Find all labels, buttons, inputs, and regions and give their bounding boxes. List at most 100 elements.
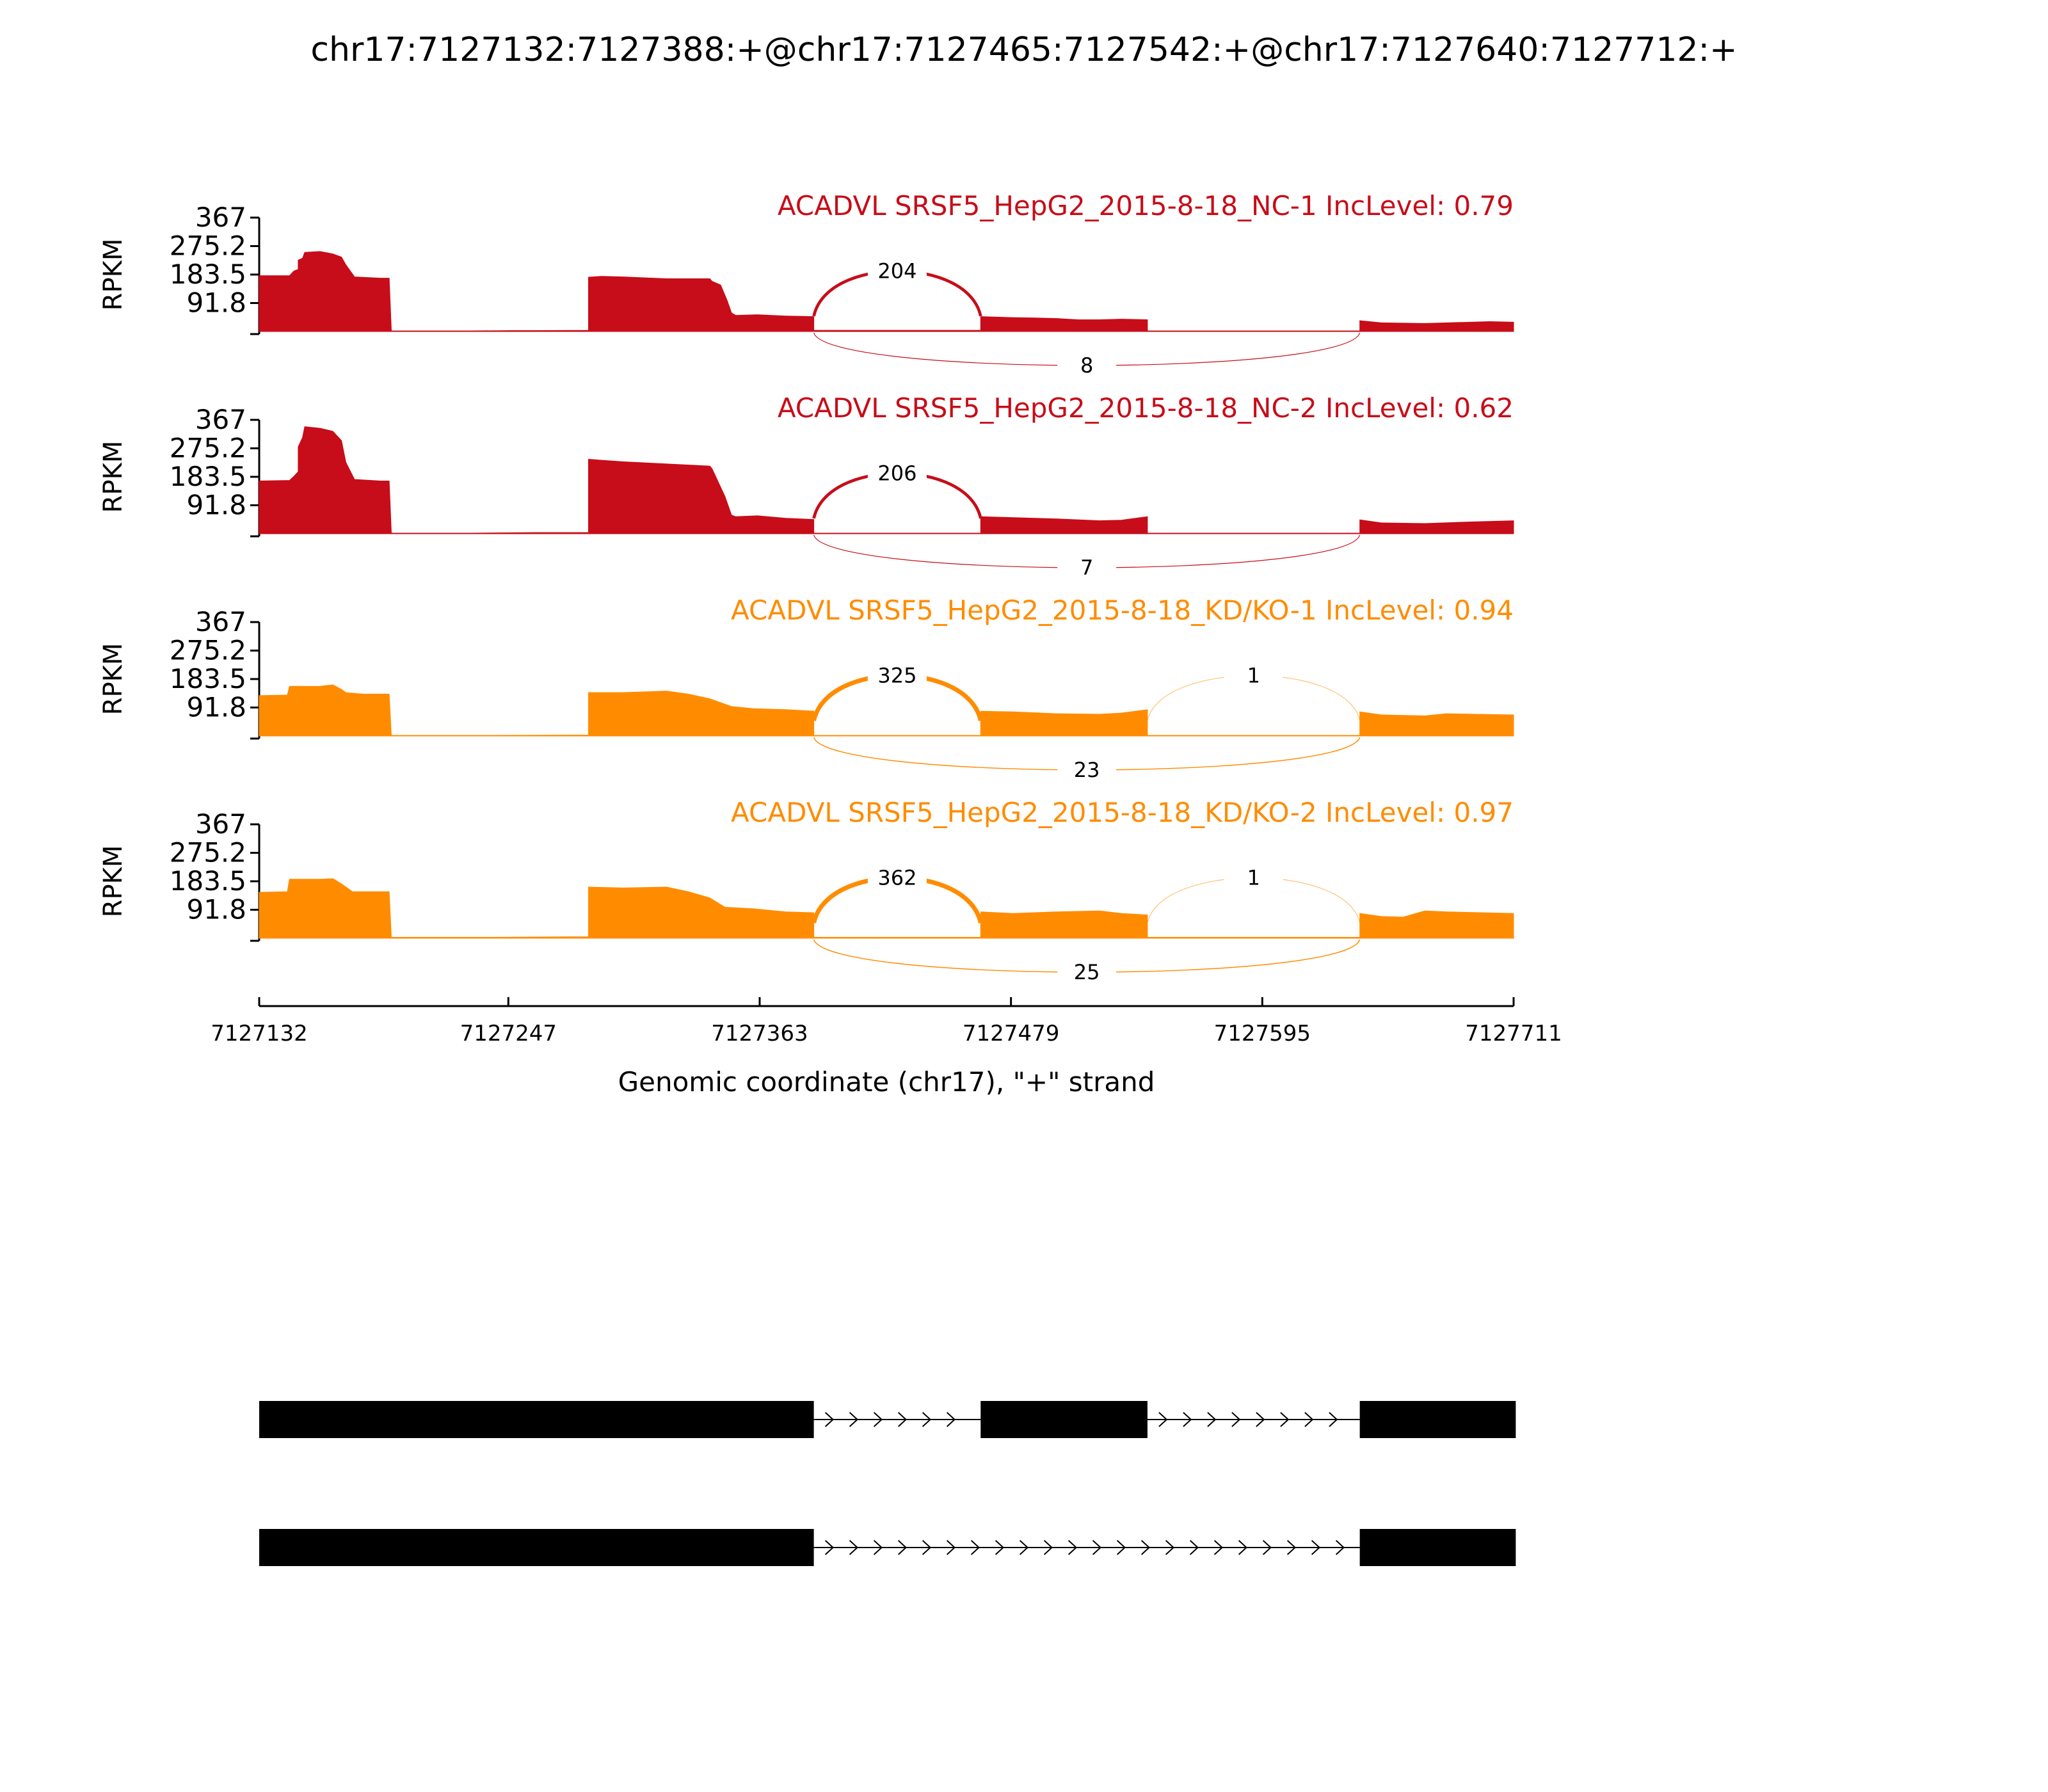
strand-arrow (1311, 1540, 1321, 1555)
y-tick-label: 183.5 (170, 865, 246, 897)
strand-arrow (849, 1540, 859, 1555)
y-tick-label: 275.2 (170, 837, 246, 868)
junction-count: 23 (1074, 758, 1100, 782)
strand-arrow (946, 1412, 956, 1427)
strand-arrow (1092, 1540, 1102, 1555)
strand-arrow (849, 1412, 859, 1427)
coverage-area (259, 251, 1514, 332)
y-tick-label: 91.8 (186, 893, 246, 925)
junction-label-bg (867, 863, 927, 892)
junction-count: 206 (877, 461, 916, 486)
y-tick-label: 91.8 (186, 489, 246, 520)
strand-arrow (922, 1412, 932, 1427)
x-axis: 7127132 7127247 7127363 7127479 7127595 71277… (211, 997, 1562, 1046)
isoform-2 (259, 1529, 1516, 1566)
strand-arrow (873, 1540, 883, 1555)
junction-label-bg (867, 459, 927, 488)
coverage-area (259, 684, 1514, 737)
strand-arrow (1238, 1540, 1248, 1555)
strand-arrow (1189, 1540, 1199, 1555)
x-tick-label: 7127479 (963, 1021, 1059, 1046)
strand-arrow (1165, 1540, 1175, 1555)
y-tick-label: 275.2 (170, 230, 246, 262)
exon-block (259, 1529, 814, 1566)
junction-label-bg (1057, 351, 1117, 380)
strand-arrow (1304, 1412, 1314, 1427)
strand-arrow (1256, 1412, 1265, 1427)
y-tick-label: 183.5 (170, 663, 246, 694)
exon-block (259, 1401, 814, 1438)
strand-arrow (922, 1540, 932, 1555)
junction-label-bg (1224, 661, 1283, 690)
x-tick-label: 7127711 (1465, 1021, 1562, 1046)
strand-arrow (1043, 1540, 1053, 1555)
chart-title: chr17:7127132:7127388:+@chr17:7127465:71… (310, 31, 1737, 69)
track-label: ACADVL SRSF5_HepG2_2015-8-18_KD/KO-2 Inc… (731, 797, 1514, 828)
strand-arrow (995, 1540, 1005, 1555)
x-axis-label: Genomic coordinate (chr17), "+" strand (618, 1066, 1155, 1098)
strand-arrow (946, 1540, 956, 1555)
y-tick-label: 367 (195, 606, 246, 637)
exon-block (980, 1401, 1148, 1438)
strand-arrow (1231, 1412, 1241, 1427)
y-tick-label: 183.5 (170, 461, 246, 492)
junction-count: 325 (877, 664, 916, 688)
strand-arrow (1335, 1540, 1345, 1555)
junction-label-bg (1057, 958, 1117, 986)
strand-arrow (1158, 1412, 1168, 1427)
coverage-area (259, 426, 1514, 534)
strand-arrow (1213, 1540, 1224, 1555)
junction-label-bg (1224, 863, 1283, 892)
x-tick-label: 7127247 (460, 1021, 557, 1046)
junction-count: 204 (877, 259, 916, 284)
y-tick-label: 183.5 (170, 259, 246, 290)
coverage-area (259, 878, 1514, 939)
junction-count: 7 (1080, 556, 1093, 580)
isoform-1 (259, 1401, 1516, 1438)
junction-count: 1 (1247, 664, 1260, 688)
junction-label-bg (867, 257, 927, 285)
gene-model (259, 1401, 1516, 1566)
strand-arrow (824, 1540, 835, 1555)
strand-arrow (1280, 1412, 1290, 1427)
strand-arrow (970, 1540, 980, 1555)
y-tick-label: 367 (195, 202, 246, 233)
x-tick-label: 7127595 (1214, 1021, 1311, 1046)
junction-label-bg (867, 661, 927, 690)
strand-arrow (1068, 1540, 1078, 1555)
y-tick-label: 275.2 (170, 433, 246, 464)
strand-arrow (1207, 1412, 1217, 1427)
strand-arrow (897, 1540, 908, 1555)
junction-label-bg (1057, 554, 1117, 582)
strand-arrow (1262, 1540, 1272, 1555)
junction-count: 25 (1074, 960, 1100, 984)
track-label: ACADVL SRSF5_HepG2_2015-8-18_NC-2 IncLev… (778, 392, 1514, 424)
y-tick-label: 91.8 (186, 287, 246, 318)
y-axis-label: RPKM (99, 239, 128, 311)
strand-arrow (1286, 1540, 1297, 1555)
junction-label-bg (1057, 756, 1117, 784)
strand-arrow (873, 1412, 883, 1427)
x-tick-label: 7127363 (711, 1021, 808, 1046)
y-axis-label: RPKM (99, 643, 128, 716)
strand-arrow (1116, 1540, 1126, 1555)
junction-count: 8 (1080, 353, 1093, 378)
strand-arrow (1183, 1412, 1192, 1427)
strand-arrow (824, 1412, 835, 1427)
exon-block (1359, 1529, 1516, 1566)
y-axis-label: RPKM (99, 441, 128, 513)
junction-count: 1 (1247, 866, 1260, 890)
y-tick-label: 367 (195, 404, 246, 435)
y-tick-label: 275.2 (170, 635, 246, 666)
exon-block (1359, 1401, 1516, 1438)
y-axis-label: RPKM (99, 845, 128, 918)
strand-arrow (1019, 1540, 1029, 1555)
track-label: ACADVL SRSF5_HepG2_2015-8-18_NC-1 IncLev… (778, 190, 1514, 221)
junction-count: 362 (877, 866, 916, 890)
strand-arrow (1140, 1540, 1151, 1555)
